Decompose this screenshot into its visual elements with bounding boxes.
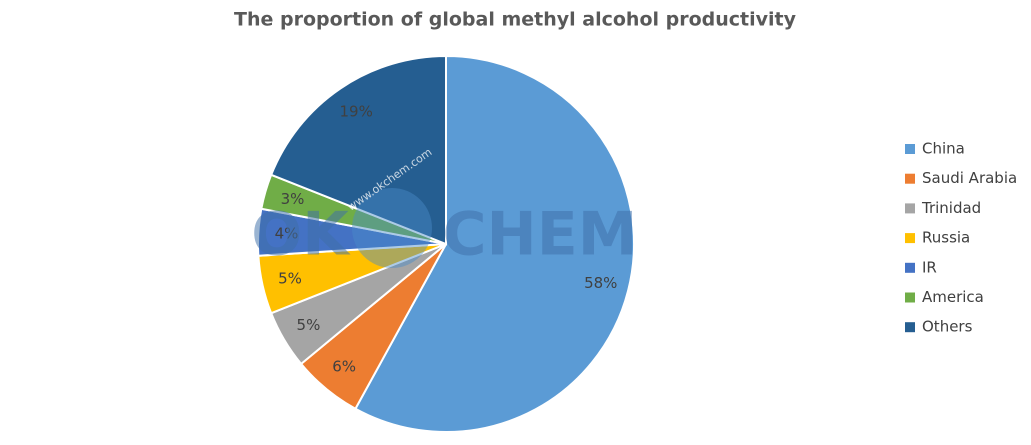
data-label: 19% xyxy=(340,102,373,120)
legend: China Saudi Arabia Trinidad Russia IR America… xyxy=(905,140,1017,336)
pie-slice xyxy=(269,54,447,246)
data-label: 5% xyxy=(297,316,321,334)
legend-label: Others xyxy=(922,318,973,336)
legend-swatch xyxy=(905,262,915,273)
data-label: 3% xyxy=(281,190,305,208)
watermark-text: OK xyxy=(251,200,351,270)
legend-label: Trinidad xyxy=(921,199,981,217)
data-label: 58% xyxy=(584,274,617,292)
data-label: 5% xyxy=(278,269,302,287)
legend-label: Saudi Arabia xyxy=(922,169,1017,187)
legend-swatch xyxy=(905,173,915,184)
legend-label: America xyxy=(922,288,984,306)
data-label: 6% xyxy=(332,358,356,376)
legend-label: China xyxy=(922,140,965,158)
chart-title: The proportion of global methyl alcohol … xyxy=(234,9,797,31)
legend-swatch xyxy=(905,292,915,303)
watermark-text: CHEM xyxy=(443,200,638,270)
legend-swatch xyxy=(905,322,915,333)
pie-slice xyxy=(354,54,635,433)
pie: 58% 6% 5% 5% 4% 3% 19% xyxy=(257,54,635,433)
legend-swatch xyxy=(905,203,915,214)
legend-label: Russia xyxy=(922,229,970,247)
legend-swatch xyxy=(905,233,915,244)
legend-swatch xyxy=(905,144,915,154)
watermark-globe xyxy=(352,188,432,268)
data-label: 4% xyxy=(275,224,299,242)
legend-label: IR xyxy=(922,258,937,276)
